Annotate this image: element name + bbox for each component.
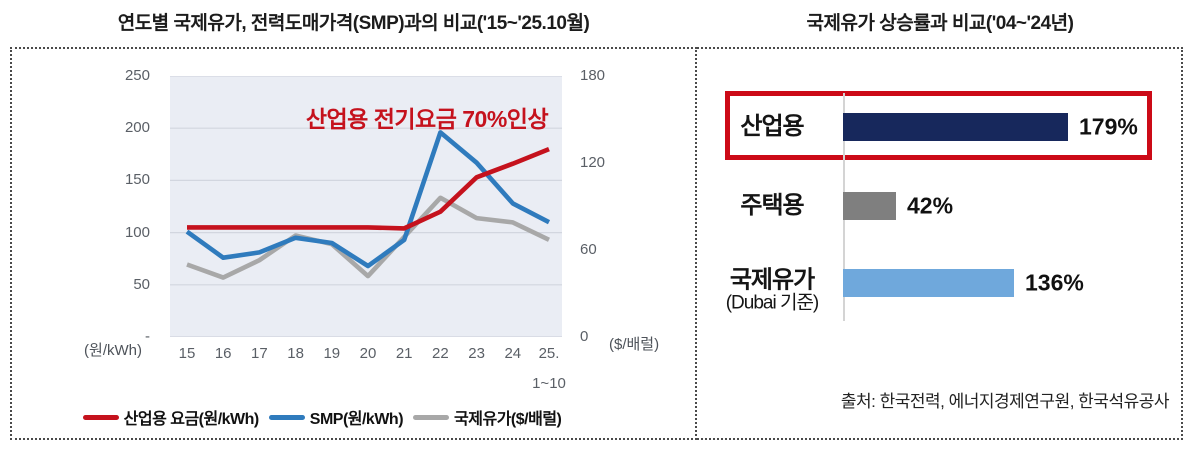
legend-item: 산업용 요금(원/kWh) (82, 405, 260, 429)
bar-chart-title: 국제유가 상승률과 비교('04~'24년) (806, 13, 1074, 34)
x-tick-label: 25. (538, 345, 560, 362)
legend-item: SMP(원/kWh) (268, 405, 404, 429)
chart-legend: 산업용 요금(원/kWh) SMP(원/kWh) 국제유가($/배럴) (12, 405, 632, 429)
y-axis-right-unit-label: ($/배럴) (609, 336, 660, 353)
x-tick-label: 21 (395, 345, 413, 362)
legend-item: 국제유가($/배럴) (413, 405, 562, 429)
y-right-tick-label: 0 (580, 328, 589, 345)
bar-chart-panel: 산업용 179% 주택용 42% 국제유가 (Dubai 기준) 136% 출처: 한국전력… (697, 47, 1183, 440)
y-left-tick-label: 200 (124, 119, 150, 137)
y-left-tick-label: 50 (133, 275, 150, 293)
x-axis-sub-label: 1~10 (532, 375, 566, 392)
y-left-tick-label: 150 (124, 171, 150, 189)
bar-value-label: 42% (907, 192, 954, 219)
x-tick-label: 18 (287, 345, 304, 362)
y-left-tick-label: - (145, 328, 150, 345)
price-increase-annotation: 산업용 전기요금 70%인상 (305, 106, 549, 132)
bar-row-label: 주택용 (740, 191, 804, 219)
x-tick-label: 19 (323, 345, 341, 362)
y-right-tick-label: 120 (580, 154, 606, 171)
line-chart-svg (170, 76, 562, 337)
bar-3 (843, 269, 1014, 297)
y-left-tick-label: 250 (124, 67, 150, 84)
x-tick-label: 16 (214, 345, 232, 362)
y-right-tick-label: 60 (580, 241, 597, 258)
legend-line-swatch (82, 414, 119, 420)
x-tick-label: 17 (251, 345, 268, 362)
bar-1 (843, 113, 1068, 141)
legend-line-swatch (413, 414, 450, 420)
x-tick-label: 23 (468, 345, 485, 362)
y-axis-left-unit-label: (원/kWh) (84, 342, 142, 359)
x-tick-label: 15 (178, 345, 196, 362)
x-tick-label: 24 (504, 345, 522, 362)
bar-value-label: 179% (1079, 113, 1138, 140)
series-line-0 (187, 146, 550, 231)
line-plot-area: 산업용 전기요금 70%인상 (170, 76, 562, 337)
legend-line-swatch (268, 414, 305, 420)
y-left-tick-label: 100 (124, 223, 150, 241)
bar-2 (843, 192, 896, 220)
industrial-highlight-box (725, 91, 1152, 160)
bar-row-label: 국제유가 (Dubai 기준) (703, 267, 841, 314)
bar-value-label: 136% (1025, 269, 1084, 296)
series-line-1 (185, 130, 551, 269)
legend-label: SMP(원/kWh) (309, 411, 404, 428)
bar-row-label: 산업용 (740, 112, 804, 140)
line-chart-panel: 250 200 150 100 50 - 180 120 60 0 (원/kWh) ($/배럴)… (10, 47, 697, 440)
source-note: 출처: 한국전력, 에너지경제연구원, 한국석유공사 (840, 392, 1170, 411)
line-chart-title: 연도별 국제유가, 전력도매가격(SMP)과의 비교('15~'25.10월) (117, 13, 590, 34)
bar-row-sublabel: (Dubai 기준) (725, 292, 820, 314)
legend-label: 국제유가($/배럴) (454, 411, 562, 428)
series-line-2 (186, 195, 550, 280)
x-tick-label: 20 (359, 345, 377, 362)
x-tick-label: 22 (432, 345, 449, 362)
legend-label: 산업용 요금(원/kWh) (123, 411, 260, 428)
y-right-tick-label: 180 (580, 67, 606, 84)
